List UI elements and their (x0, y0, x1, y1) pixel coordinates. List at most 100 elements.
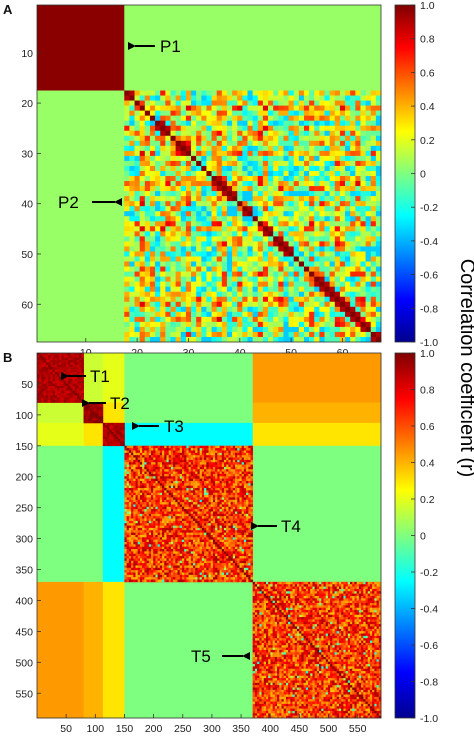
heatmap-cell (303, 100, 310, 106)
heatmap-cell (283, 321, 289, 328)
heatmap-cell (248, 495, 251, 498)
heatmap-cell (250, 504, 253, 508)
heatmap-cell (59, 355, 62, 358)
heatmap-cell (201, 105, 207, 111)
heatmap-cell (186, 457, 189, 461)
heatmap-cell (303, 105, 310, 111)
heatmap-cell (54, 395, 58, 398)
heatmap-cell (226, 241, 233, 247)
heatmap-cell (134, 140, 140, 147)
heatmap-cell (350, 321, 356, 328)
heatmap-cell (43, 355, 47, 358)
heatmap-cell (48, 390, 51, 394)
heatmap-cell (181, 452, 185, 456)
heatmap-cell (175, 196, 182, 202)
heatmap-cell (160, 120, 166, 126)
heatmap-cell (350, 226, 356, 232)
heatmap-cell (345, 90, 351, 96)
heatmap-cell (283, 216, 289, 222)
heatmap-cell (180, 165, 187, 172)
heatmap-cell (196, 216, 202, 222)
heatmap-cell (268, 90, 274, 96)
heatmap-cell (201, 457, 205, 461)
heatmap-cell (175, 516, 178, 519)
heatmap-cell (166, 455, 169, 458)
heatmap-cell (283, 301, 289, 308)
heatmap-cell (68, 393, 71, 396)
heatmap-cell (128, 457, 132, 461)
heatmap-cell (226, 469, 229, 472)
heatmap-cell (135, 473, 138, 477)
heatmap-cell (173, 448, 176, 451)
heatmap-cell (56, 397, 60, 401)
heatmap-cell (206, 130, 212, 137)
heatmap-cell (303, 286, 310, 292)
heatmap-cell (226, 281, 233, 287)
heatmap-cell (345, 296, 351, 303)
heatmap-cell (201, 221, 207, 227)
heatmap-cell (50, 378, 53, 382)
heatmap-cell (133, 504, 136, 508)
heatmap-cell (232, 95, 238, 101)
heatmap-cell (329, 286, 336, 292)
heatmap-cell (248, 448, 251, 451)
heatmap-cell (262, 181, 269, 187)
heatmap-cell (314, 191, 320, 197)
heatmap-cell (170, 120, 176, 126)
heatmap-cell (226, 186, 233, 192)
heatmap-cell (197, 513, 200, 517)
heatmap-cell (76, 385, 80, 389)
heatmap-cell (153, 455, 156, 458)
heatmap-cell (293, 170, 300, 177)
heatmap-cell (247, 251, 253, 257)
heatmap-cell (319, 296, 325, 303)
heatmap-cell (201, 261, 207, 267)
heatmap-cell (157, 466, 161, 470)
heatmap-cell (226, 211, 233, 217)
heatmap-cell (122, 438, 125, 442)
heatmap-cell (206, 301, 212, 308)
heatmap-cell (243, 462, 247, 465)
heatmap-cell (217, 502, 220, 505)
heatmap-cell (375, 241, 382, 247)
heatmap-cell (160, 155, 166, 162)
heatmap-cell (177, 492, 180, 496)
heatmap-cell (370, 211, 377, 217)
heatmap-cell (94, 409, 97, 412)
heatmap-cell (334, 130, 341, 137)
heatmap-cell (370, 181, 377, 187)
heatmap-cell (175, 160, 182, 167)
heatmap-cell (128, 513, 132, 517)
heatmap-cell (175, 478, 178, 482)
heatmap-cell (144, 471, 147, 475)
heatmap-cell (186, 485, 189, 489)
heatmap-cell (298, 291, 305, 297)
heatmap-cell (79, 385, 82, 389)
heatmap-cell (157, 462, 161, 465)
heatmap-cell (177, 464, 180, 468)
heatmap-cell (298, 256, 305, 262)
heatmap-cell (48, 362, 51, 365)
heatmap-cell (262, 100, 269, 106)
heatmap-cell (153, 478, 156, 482)
heatmap-cell (221, 140, 228, 147)
heatmap-cell (74, 371, 78, 375)
heatmap-cell (355, 236, 361, 242)
heatmap-cell (188, 471, 191, 475)
heatmap-cell (345, 336, 351, 343)
heatmap-cell (170, 276, 176, 282)
heatmap-cell (206, 165, 212, 172)
heatmap-cell (199, 490, 203, 493)
heatmap-cell (365, 301, 371, 308)
heatmap-cell (334, 241, 341, 247)
heatmap-cell (278, 306, 284, 313)
heatmap-cell (273, 301, 279, 308)
heatmap-cell (139, 291, 146, 297)
heatmap-cell (219, 495, 222, 498)
heatmap-cell (72, 367, 75, 370)
heatmap-cell (144, 455, 147, 458)
heatmap-cell (375, 301, 382, 308)
heatmap-cell (180, 95, 187, 101)
heatmap-cell (126, 459, 130, 463)
heatmap-cell (65, 364, 69, 368)
